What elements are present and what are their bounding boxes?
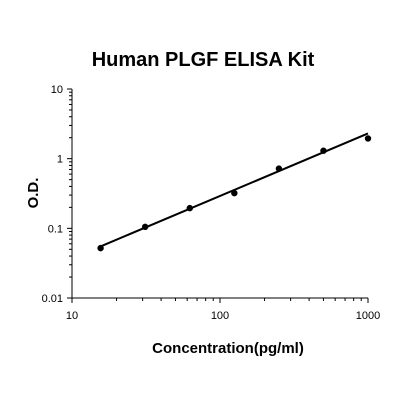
- data-point: [231, 189, 238, 197]
- y-tick-label: 10: [51, 84, 63, 96]
- data-point: [364, 135, 372, 142]
- x-axis-label: Concentration(pg/ml): [152, 340, 304, 357]
- data-point: [275, 165, 283, 172]
- x-tick-label: 1000: [356, 310, 380, 322]
- data-point: [97, 244, 104, 252]
- data-points: [97, 135, 372, 252]
- y-tick-label: 0.01: [42, 293, 63, 305]
- y-axis-label: O.D.: [25, 178, 42, 209]
- data-point: [186, 204, 193, 212]
- chart-title: Human PLGF ELISA Kit: [92, 49, 315, 71]
- data-point: [320, 147, 327, 154]
- axes: 0.01 0.1 1 10 10 100 1000: [42, 84, 381, 322]
- y-tick-label: 1: [57, 154, 63, 166]
- data-point: [141, 223, 149, 231]
- y-tick-label: 0.1: [48, 223, 63, 235]
- x-tick-label: 10: [66, 310, 78, 322]
- x-tick-label: 100: [211, 310, 229, 322]
